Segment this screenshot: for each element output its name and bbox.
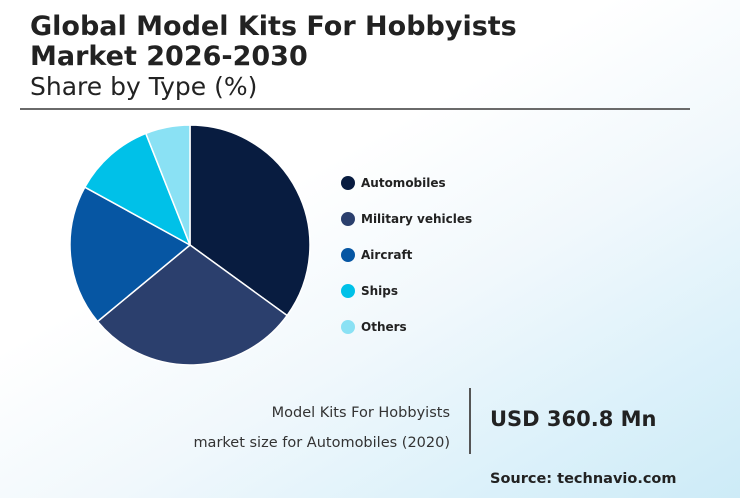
legend-label: Military vehicles (361, 212, 473, 226)
legend-label: Ships (361, 284, 399, 298)
legend-swatch (341, 284, 355, 298)
legend-swatch (341, 176, 355, 190)
chart-legend: Automobiles Military vehicles Aircraft Ship… (341, 173, 581, 353)
legend-item-automobiles: Automobiles (341, 173, 581, 209)
source-credit: Source: technavio.com (490, 471, 677, 487)
legend-label: Automobiles (361, 176, 446, 190)
pie-slice-military-vehicles (96, 244, 288, 366)
stat-caption-line-2: market size for Automobiles (2020) (193, 435, 450, 451)
legend-swatch (341, 320, 355, 334)
chart-subtitle: Share by Type (%) (30, 72, 258, 101)
stat-value: USD 360.8 Mn (490, 407, 657, 431)
legend-item-others: Others (341, 317, 581, 353)
legend-swatch (341, 212, 355, 226)
stat-caption: Model Kits For Hobbyists market size for… (120, 398, 450, 458)
pie-slice-automobiles (189, 124, 311, 317)
pie-slice-ships (84, 132, 191, 246)
pie-chart (69, 124, 311, 366)
chart-header: Global Model Kits For Hobbyists Market 2… (30, 12, 710, 102)
legend-item-aircraft: Aircraft (341, 245, 581, 281)
pie-slice-aircraft (69, 186, 191, 323)
title-divider (20, 108, 690, 110)
stat-caption-line-1: Model Kits For Hobbyists (271, 405, 450, 421)
chart-title-line-2: Market 2026-2030 (30, 41, 308, 72)
stat-divider (469, 388, 471, 454)
legend-swatch (341, 248, 355, 262)
pie-slice-others (145, 124, 191, 246)
legend-label: Others (361, 320, 407, 334)
legend-item-ships: Ships (341, 281, 581, 317)
legend-label: Aircraft (361, 248, 413, 262)
chart-title-line-1: Global Model Kits For Hobbyists (30, 11, 517, 42)
legend-item-military-vehicles: Military vehicles (341, 209, 581, 245)
